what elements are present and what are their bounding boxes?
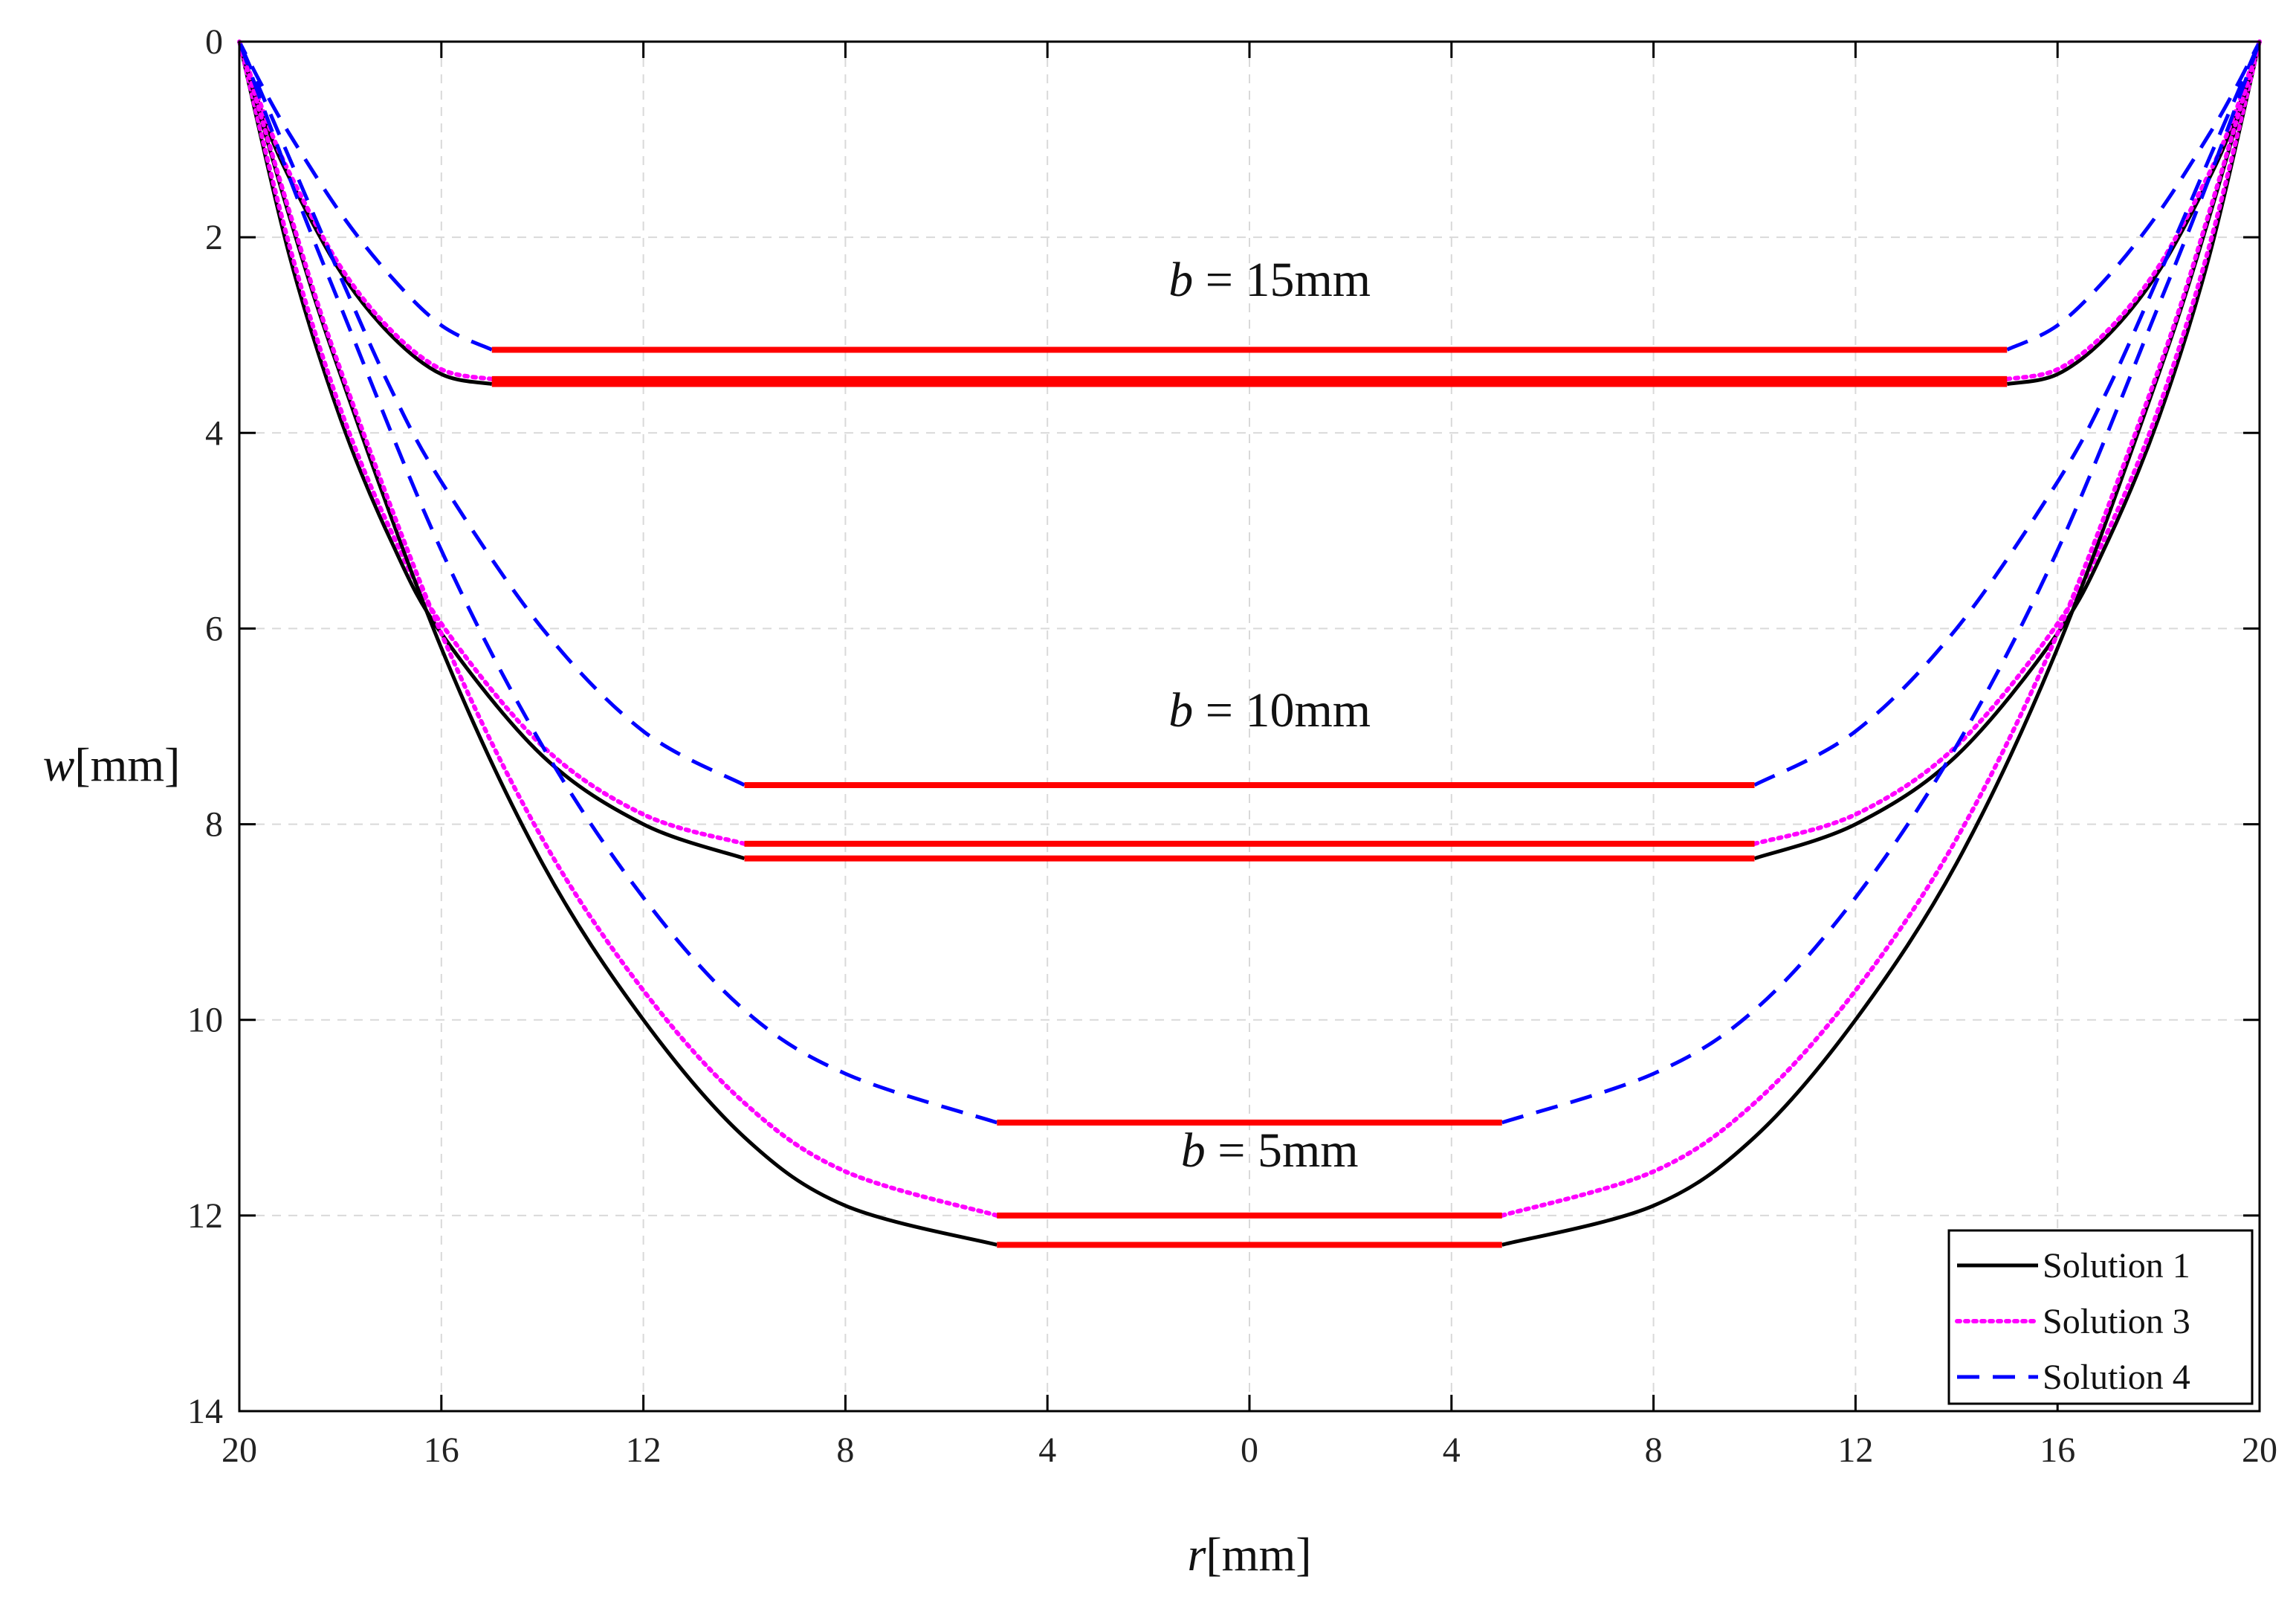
- annotation-b-1: b = 10mm: [1168, 683, 1371, 738]
- curve-solution-3-b10-right: [1752, 39, 2262, 846]
- tick-marks: [238, 40, 2261, 1413]
- curve-solution-4-b15-left: [237, 40, 493, 352]
- legend: Solution 1 Solution 3 Solution 4: [1947, 1229, 2254, 1405]
- annotation-b-2: b = 5mm: [1181, 1123, 1359, 1178]
- y-tick-label: 8: [205, 805, 223, 845]
- x-tick-label: 16: [2040, 1430, 2075, 1470]
- legend-label-solution-4: Solution 4: [2043, 1358, 2190, 1397]
- legend-box: [1947, 1229, 2254, 1405]
- plot-background: [239, 42, 2260, 1411]
- flat-segments: [491, 346, 2008, 1248]
- y-tick-labels: 0 2 4 6 8 10 12 14: [187, 22, 223, 1431]
- x-tick-label: 12: [1837, 1430, 1873, 1470]
- x-tick-label: 4: [1443, 1430, 1461, 1470]
- curve-solution-4-b5-right: [1501, 41, 2262, 1125]
- x-tick-label: 16: [424, 1430, 459, 1470]
- y-tick-label: 6: [205, 609, 223, 648]
- x-tick-label: 20: [221, 1430, 257, 1470]
- y-tick-label: 12: [187, 1196, 223, 1236]
- curve-solution-3-b5-right: [1499, 39, 2262, 1218]
- legend-label-solution-3: Solution 3: [2043, 1302, 2190, 1341]
- y-axis-label: w[mm]: [43, 738, 181, 791]
- x-tick-labels: 20 16 12 8 4 0 4 8 12 16 20: [221, 1430, 2277, 1470]
- curve-solution-3-b5-left: [237, 39, 1000, 1218]
- curve-solution-1-b10-left: [237, 41, 746, 860]
- curve-solution-4-b5-left: [237, 41, 998, 1125]
- curve-solution-4-b10-right: [1753, 41, 2262, 787]
- y-tick-label: 2: [205, 218, 223, 257]
- x-tick-label: 12: [626, 1430, 662, 1470]
- y-tick-label: 10: [187, 1001, 223, 1040]
- y-tick-label: 0: [205, 22, 223, 62]
- curves: [237, 39, 2262, 1247]
- curve-solution-3-b10-left: [237, 39, 747, 846]
- x-tick-label: 0: [1241, 1430, 1258, 1470]
- annotation-b-0: b = 15mm: [1168, 253, 1371, 307]
- curve-solution-1-b10-right: [1753, 41, 2262, 860]
- annotations: b = 15mm b = 10mm b = 5mm: [1168, 253, 1371, 1178]
- x-tick-label: 4: [1038, 1430, 1056, 1470]
- curve-solution-4-b15-right: [2006, 40, 2262, 352]
- x-axis-label: r[mm]: [1187, 1528, 1311, 1581]
- x-tick-label: 20: [2242, 1430, 2277, 1470]
- x-tick-label: 8: [836, 1430, 854, 1470]
- legend-label-solution-1: Solution 1: [2043, 1246, 2190, 1285]
- y-tick-label: 14: [187, 1392, 223, 1431]
- curve-solution-4-b10-left: [237, 41, 746, 787]
- y-tick-label: 4: [205, 413, 223, 453]
- x-tick-label: 8: [1645, 1430, 1663, 1470]
